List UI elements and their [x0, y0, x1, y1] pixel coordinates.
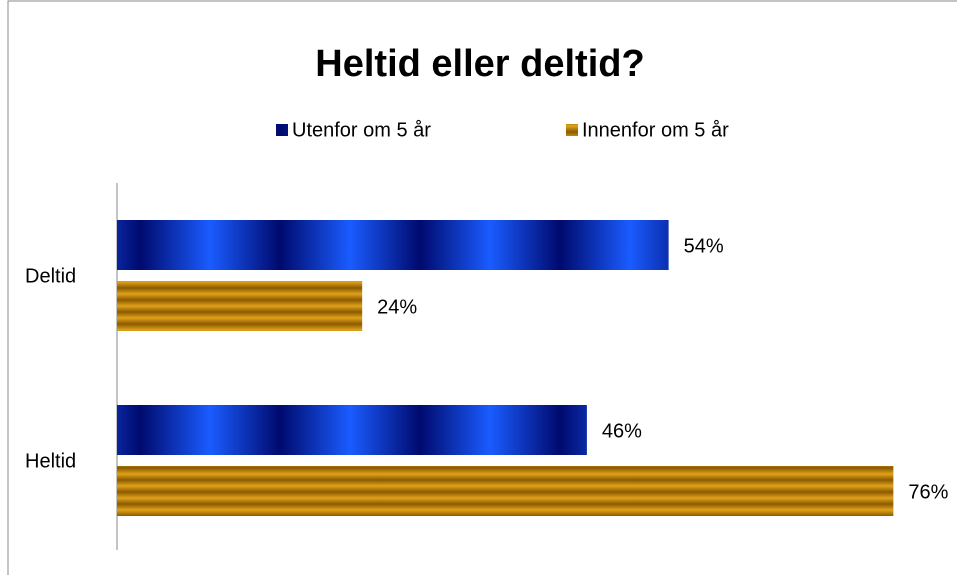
category-label: Heltid — [25, 450, 76, 472]
legend-swatch — [276, 124, 288, 136]
value-label: 76% — [908, 481, 948, 503]
legend-label: Innenfor om 5 år — [582, 119, 729, 141]
bar — [117, 466, 894, 516]
category-label: Deltid — [25, 265, 76, 287]
value-label: 46% — [602, 420, 642, 442]
legend-label: Utenfor om 5 år — [292, 119, 431, 141]
bar — [117, 281, 363, 331]
bar — [117, 220, 669, 270]
chart-title: Heltid eller deltid? — [315, 43, 644, 85]
value-label: 24% — [377, 296, 417, 318]
bar — [117, 405, 587, 455]
legend-swatch — [566, 124, 578, 136]
value-label: 54% — [684, 235, 724, 257]
